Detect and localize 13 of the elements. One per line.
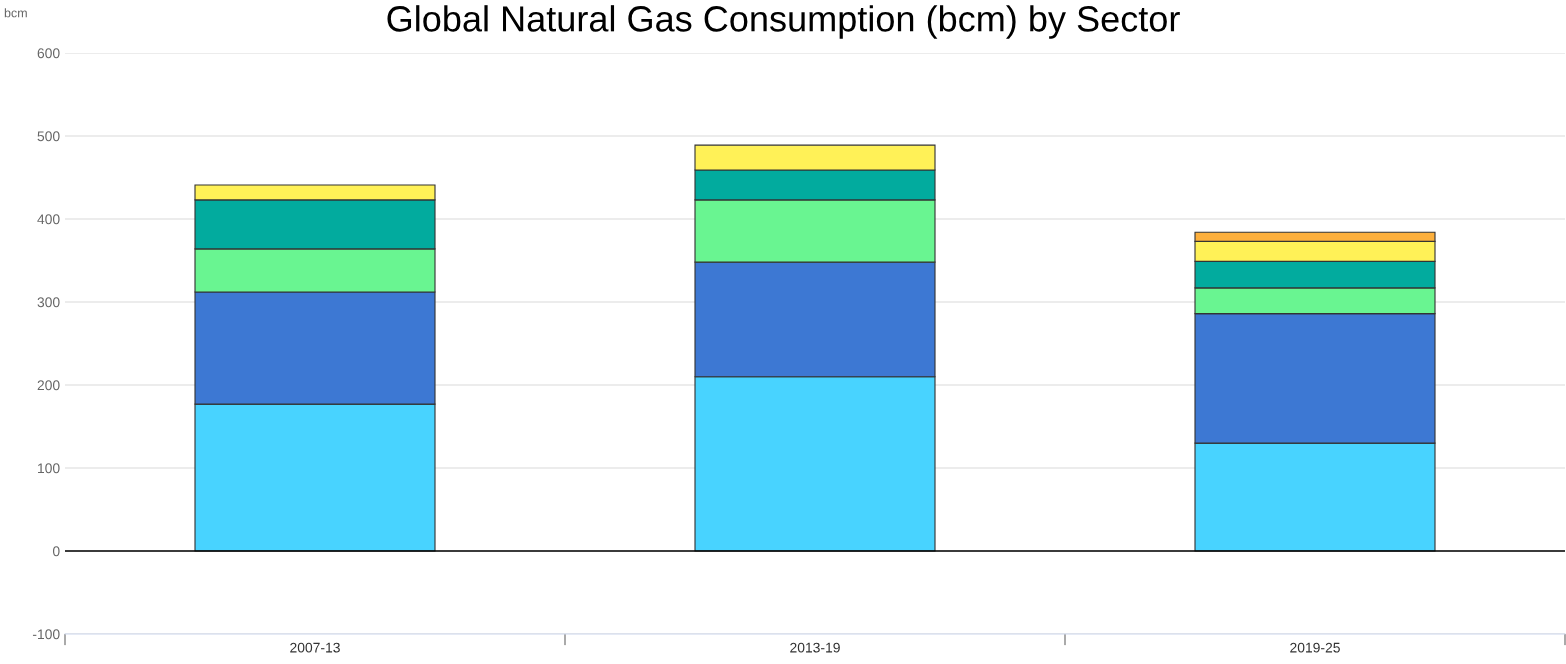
y-tick-label: -100: [32, 629, 60, 640]
y-axis-title: bcm: [4, 8, 27, 18]
y-tick-label: 200: [37, 380, 60, 391]
y-tick-label: 400: [37, 214, 60, 225]
x-tick-label: 2019-25: [1290, 642, 1340, 653]
y-tick-label: 300: [37, 297, 60, 308]
y-tick-label: 600: [37, 48, 60, 59]
x-tick-label: 2013-19: [790, 642, 840, 653]
y-tick-label: 0: [52, 546, 60, 557]
y-tick-label: 100: [38, 463, 60, 474]
chart-title: Global Natural Gas Consumption (bcm) by Sector: [387, 5, 1180, 39]
y-tick-label: 500: [37, 131, 60, 142]
x-tick-label: 2007-13: [290, 642, 340, 653]
